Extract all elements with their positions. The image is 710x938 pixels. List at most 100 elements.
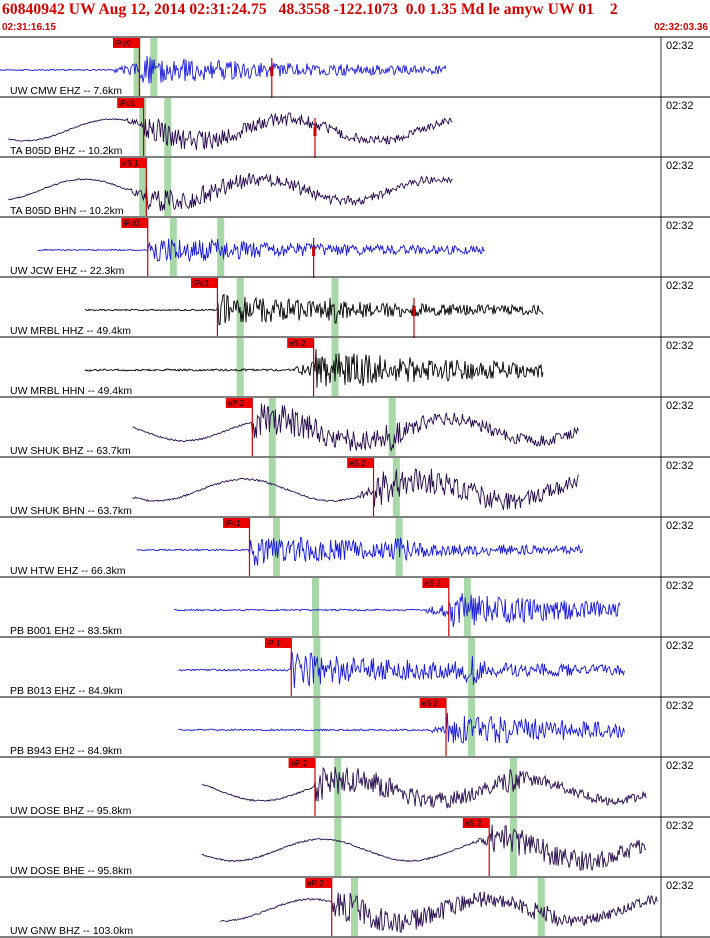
minute-label: 02:32 — [666, 700, 694, 712]
trace-panel: eS 1 02:32 TA B05D BHN -- 10.2km — [0, 157, 710, 218]
phase-pick-label: eP 2 — [307, 879, 324, 888]
station-label: UW DOSE BHE -- 95.8km — [10, 865, 132, 877]
s-arrival-band — [217, 218, 225, 276]
waveform — [8, 112, 453, 151]
waveform — [84, 293, 544, 326]
p-arrival-band — [351, 878, 359, 936]
phase-pick-box — [225, 398, 253, 408]
trace-panel: eS 2 02:32 UW MRBL HHN -- 49.4km — [0, 337, 710, 398]
phase-pick-label: eS 2 — [349, 459, 366, 468]
s-arrival-band — [164, 158, 172, 216]
phase-pick-box — [112, 38, 140, 48]
minute-label: 02:32 — [666, 280, 694, 292]
waveform — [132, 468, 579, 511]
station-label: TA B05D BHN -- 10.2km — [10, 205, 124, 217]
phase-pick-box — [119, 158, 147, 168]
phase-pick-label: eS 2 — [465, 819, 482, 828]
phase-pick-box — [419, 698, 447, 708]
phase-pick-box — [305, 878, 332, 888]
phase-pick-label: iP 1 — [267, 639, 281, 648]
phase-pick-box — [422, 578, 449, 588]
minute-label: 02:32 — [666, 580, 694, 592]
p-arrival-band — [334, 818, 342, 876]
trace-panel: iPd1 02:32 TA B05D BHZ -- 10.2km — [0, 97, 710, 158]
p-arrival-band — [139, 158, 147, 216]
phase-pick-box — [117, 98, 144, 108]
waveform — [0, 56, 447, 84]
p-arrival-band — [313, 698, 321, 756]
station-label: PB B013 EHZ -- 84.9km — [10, 685, 123, 697]
p-arrival-band — [268, 458, 276, 516]
s-arrival-band — [164, 98, 172, 156]
phase-pick-label: eS 2 — [424, 579, 441, 588]
amplitude-marker-tick — [313, 127, 317, 136]
phase-pick-box — [462, 818, 490, 828]
s-arrival-band — [331, 278, 339, 336]
phase-pick-box — [264, 638, 292, 648]
station-label: PB B001 EH2 -- 83.5km — [10, 625, 122, 637]
window-start-time: 02:31:16.15 — [2, 22, 56, 33]
minute-label: 02:32 — [666, 100, 694, 112]
minute-label: 02:32 — [666, 40, 694, 52]
station-label: UW MRBL HHZ -- 49.4km — [10, 325, 131, 337]
trace-panel: eP 2 02:32 UW SHUK BHZ -- 63.7km — [0, 397, 710, 458]
event-header: 60840942 UW Aug 12, 2014 02:31:24.75 48.… — [2, 1, 618, 18]
station-label: PB B943 EH2 -- 84.9km — [10, 745, 122, 757]
minute-label: 02:32 — [666, 220, 694, 232]
amplitude-marker-tick — [412, 307, 416, 316]
trace-panel: eP 2 02:32 UW GNW BHZ -- 103.0km — [0, 877, 710, 938]
waveform — [178, 651, 625, 689]
phase-pick-box — [121, 218, 148, 228]
station-label: UW HTW EHZ -- 66.3km — [10, 565, 126, 577]
phase-pick-label: iPd1 — [119, 99, 136, 108]
phase-pick-box — [287, 338, 314, 348]
minute-label: 02:32 — [666, 640, 694, 652]
waveform — [136, 537, 584, 566]
minute-label: 02:32 — [666, 820, 694, 832]
s-arrival-band — [392, 458, 400, 516]
phase-pick-label: eP 2 — [291, 759, 308, 768]
trace-panel: eS 2 02:32 UW SHUK BHN -- 63.7km — [0, 457, 710, 518]
phase-pick-label: iPd0 — [123, 219, 140, 228]
phase-pick-label: iPd1 — [193, 279, 210, 288]
station-label: UW SHUK BHN -- 63.7km — [10, 505, 132, 517]
phase-pick-box — [288, 758, 315, 768]
waveform — [178, 712, 625, 744]
phase-pick-label: iPc0 — [115, 39, 131, 48]
trace-panel: eS 2 02:32 PB B943 EH2 -- 84.9km — [0, 697, 710, 758]
s-arrival-band — [537, 878, 545, 936]
minute-label: 02:32 — [666, 880, 694, 892]
trace-panel: iPc1 02:32 UW HTW EHZ -- 66.3km — [0, 517, 710, 578]
phase-pick-label: iPc1 — [225, 519, 241, 528]
minute-label: 02:32 — [666, 400, 694, 412]
amplitude-marker-tick — [312, 247, 316, 256]
s-arrival-band — [463, 578, 471, 636]
station-label: TA B05D BHZ -- 10.2km — [10, 145, 123, 157]
waveform — [220, 891, 658, 933]
station-label: UW CMW EHZ -- 7.6km — [10, 85, 122, 97]
minute-label: 02:32 — [666, 160, 694, 172]
phase-pick-box — [347, 458, 374, 468]
station-label: UW JCW EHZ -- 22.3km — [10, 265, 125, 277]
waveform — [173, 593, 621, 628]
trace-panel: iPc0 02:32 UW CMW EHZ -- 7.6km — [0, 37, 710, 98]
station-label: UW SHUK BHZ -- 63.7km — [10, 445, 131, 457]
waveform — [201, 766, 647, 809]
minute-label: 02:32 — [666, 760, 694, 772]
amplitude-marker-tick — [270, 67, 274, 76]
phase-pick-label: eS 2 — [289, 339, 306, 348]
s-arrival-band — [388, 398, 396, 456]
p-arrival-band — [268, 398, 276, 456]
window-end-time: 02:32:03.36 — [654, 22, 708, 33]
trace-panel: iPd0 02:32 UW JCW EHZ -- 22.3km — [0, 217, 710, 278]
trace-panel: iPd1 02:32 UW MRBL HHZ -- 49.4km — [0, 277, 710, 338]
minute-label: 02:32 — [666, 460, 694, 472]
trace-panel: eS 2 02:32 PB B001 EH2 -- 83.5km — [0, 577, 710, 638]
phase-pick-label: eS 1 — [122, 159, 139, 168]
station-label: UW DOSE BHZ -- 95.8km — [10, 805, 132, 817]
s-arrival-band — [509, 818, 517, 876]
station-label: UW MRBL HHN -- 49.4km — [10, 385, 132, 397]
p-arrival-band — [311, 578, 319, 636]
waveform — [8, 172, 453, 212]
minute-label: 02:32 — [666, 340, 694, 352]
